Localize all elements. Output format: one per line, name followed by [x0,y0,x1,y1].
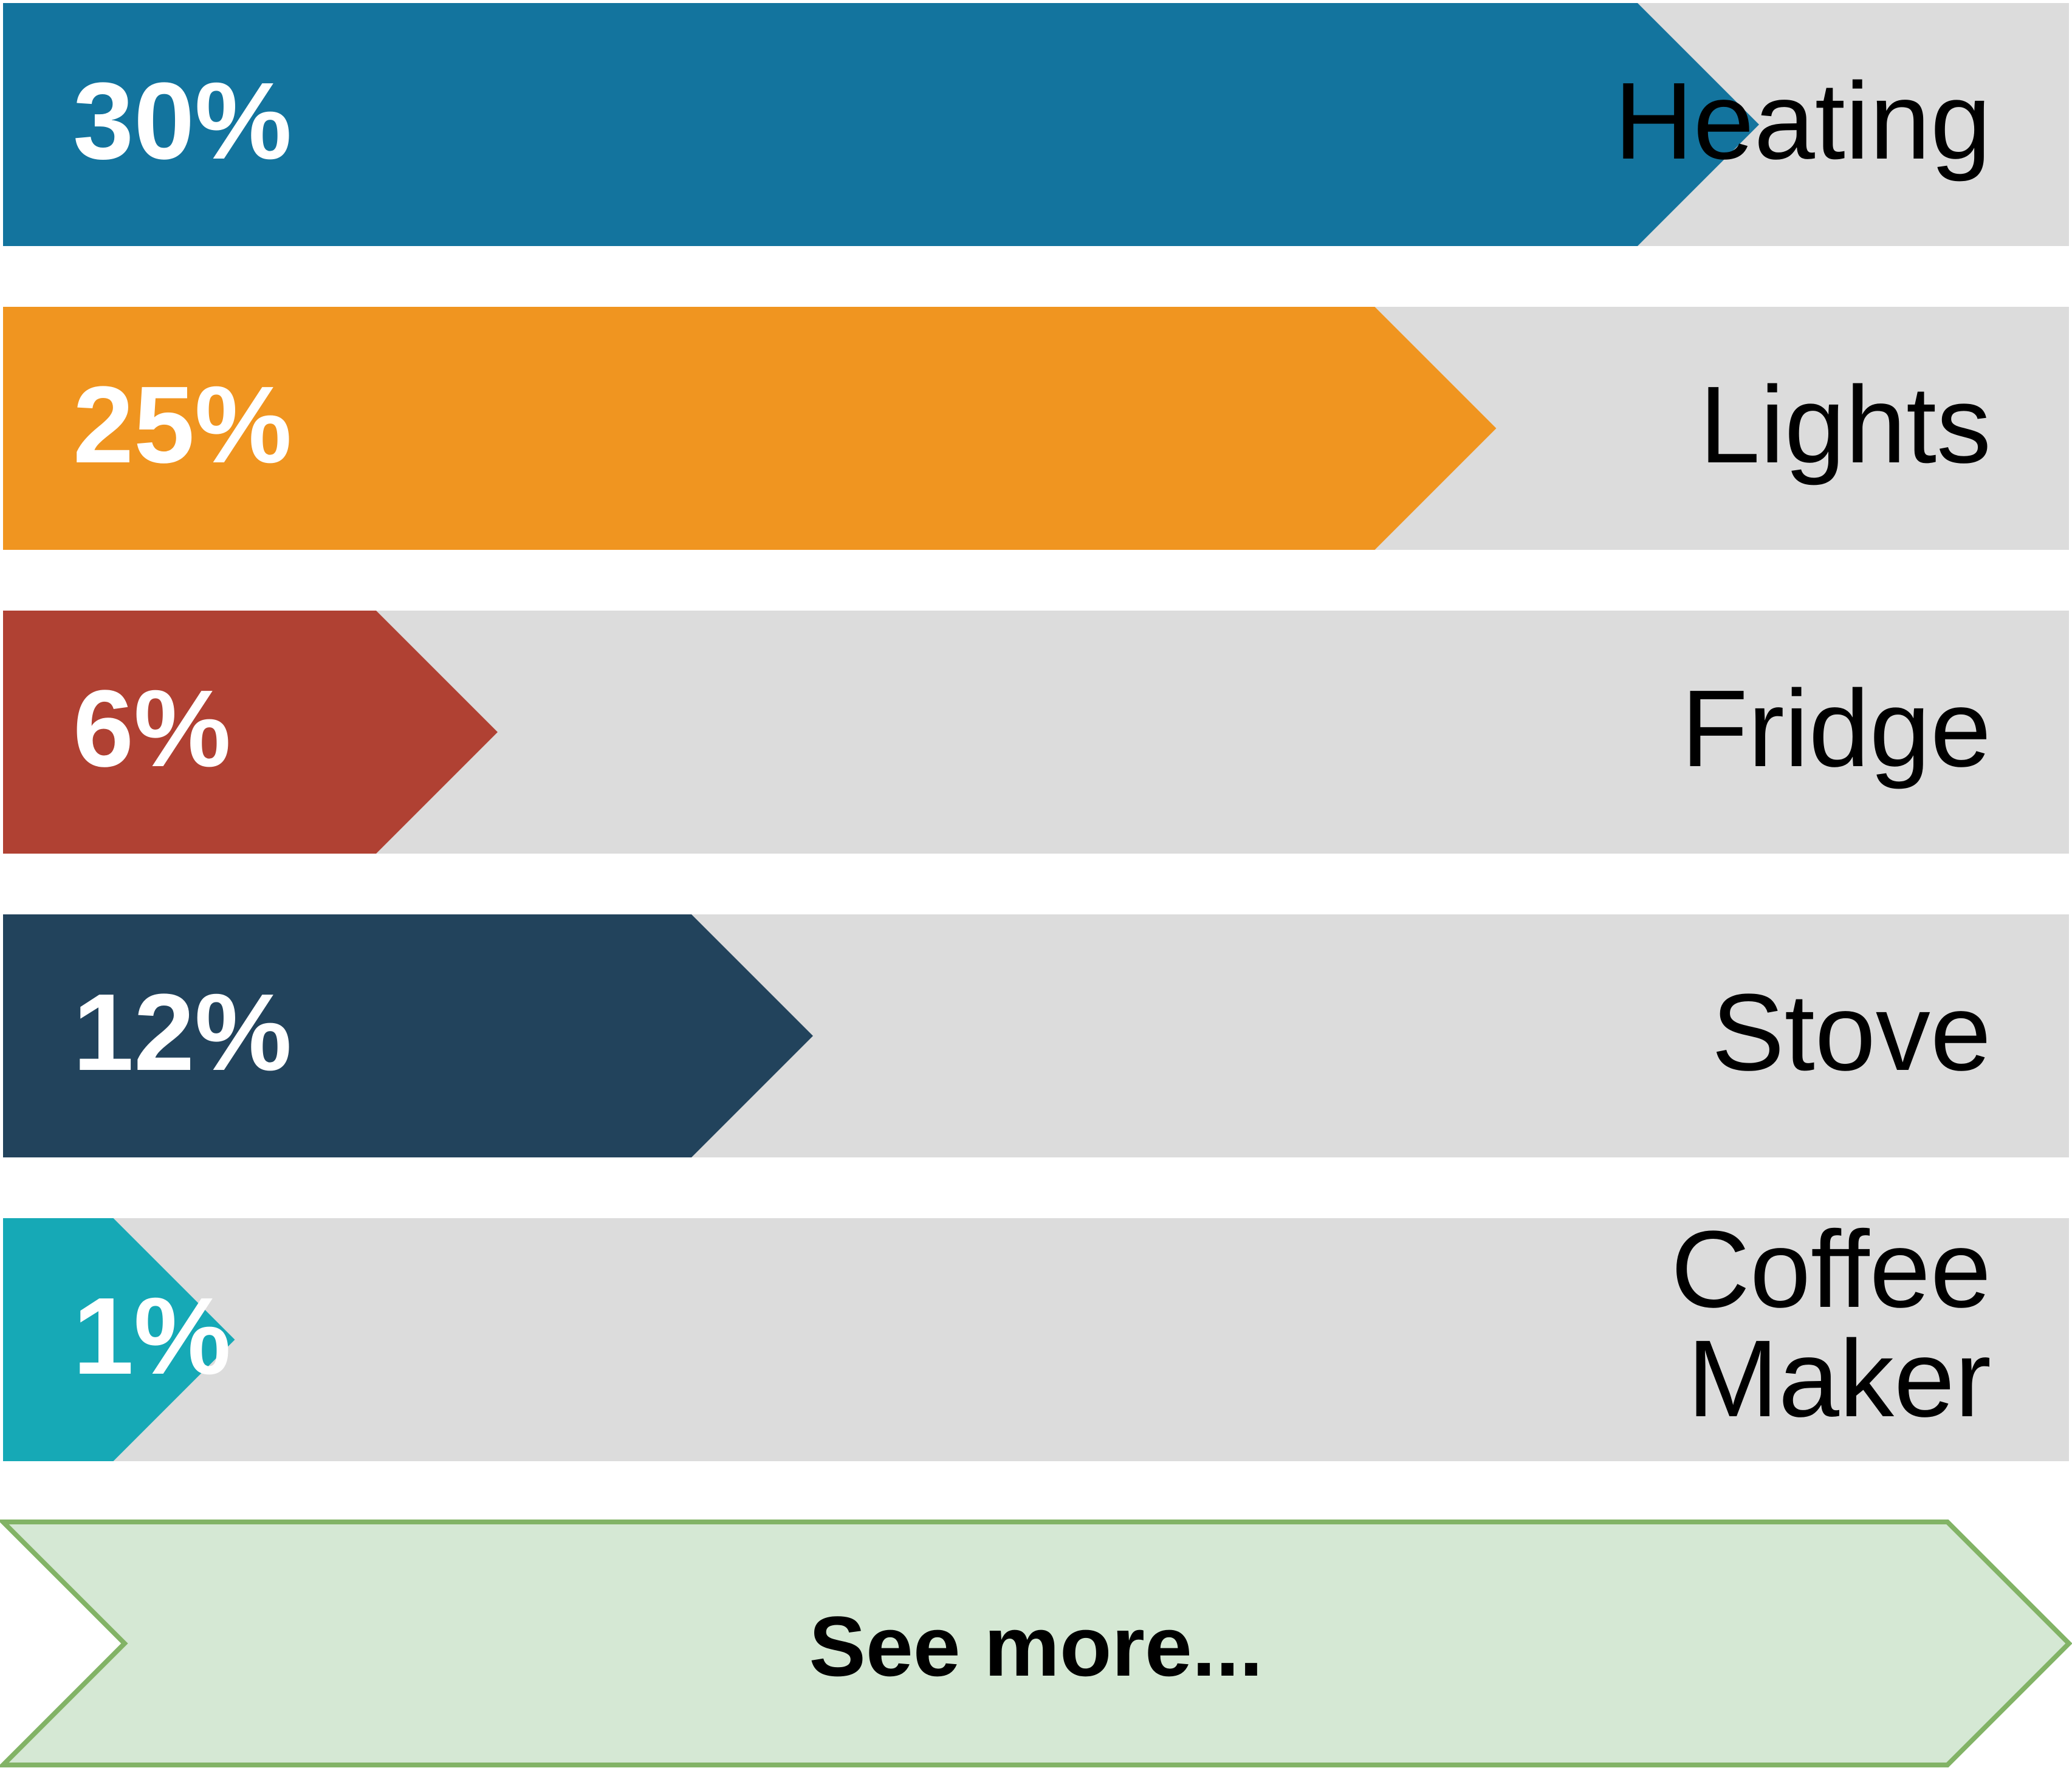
row-percent-stove: 12% [73,971,292,1094]
row-label-heating: Heating [1614,60,1991,182]
row-label-stove: Stove [1711,971,1991,1094]
row-percent-heating: 30% [73,60,292,182]
row-bar-lights [3,307,1497,550]
row-track-coffee-maker [3,1218,2069,1461]
row-percent-lights: 25% [73,364,292,486]
row-label-coffee-maker: Coffee Maker [1670,1208,1991,1440]
row-bar-stove [3,914,813,1157]
row-label-lights: Lights [1699,364,1991,486]
row-bar-heating [3,3,1759,246]
row-percent-fridge: 6% [73,668,232,790]
row-bar-fridge [3,611,498,854]
row-percent-coffee-maker: 1% [73,1275,232,1397]
row-bar-coffee-maker [3,1218,235,1461]
see-more-button[interactable] [0,1520,2072,1767]
row-label-fridge: Fridge [1681,668,1991,790]
see-more-label[interactable]: See more... [809,1598,1263,1694]
